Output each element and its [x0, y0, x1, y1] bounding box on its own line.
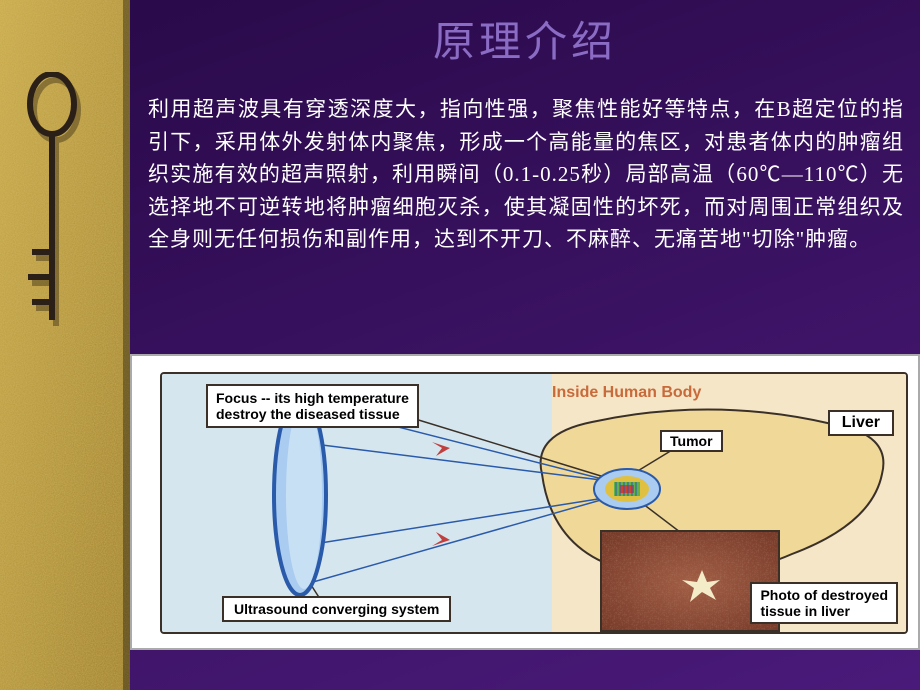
slide-root: 原理介绍 利用超声波具有穿透深度大，指向性强，聚焦性能好等特点，在B超定位的指引… [0, 0, 920, 690]
tumor [592, 466, 662, 512]
diagram-inner: Focus -- its high temperature destroy th… [160, 372, 908, 634]
label-photo-line1: Photo of destroyed [760, 587, 888, 603]
label-inside-body: Inside Human Body [552, 384, 701, 402]
label-photo-line2: tissue in liver [760, 603, 888, 619]
label-focus: Focus -- its high temperature destroy th… [206, 384, 419, 428]
key-icon [22, 72, 92, 332]
label-focus-line1: Focus -- its high temperature [216, 390, 409, 406]
label-focus-line2: destroy the diseased tissue [216, 406, 409, 422]
label-tumor: Tumor [660, 430, 723, 452]
slide-title: 原理介绍 [130, 0, 920, 81]
body-paragraph: 利用超声波具有穿透深度大，指向性强，聚焦性能好等特点，在B超定位的指引下，采用体… [130, 81, 920, 256]
label-photo: Photo of destroyed tissue in liver [750, 582, 898, 624]
label-ultrasound: Ultrasound converging system [222, 596, 451, 622]
sidebar-texture [0, 0, 130, 690]
diagram-container: Focus -- its high temperature destroy th… [130, 354, 920, 650]
label-liver: Liver [828, 410, 894, 436]
